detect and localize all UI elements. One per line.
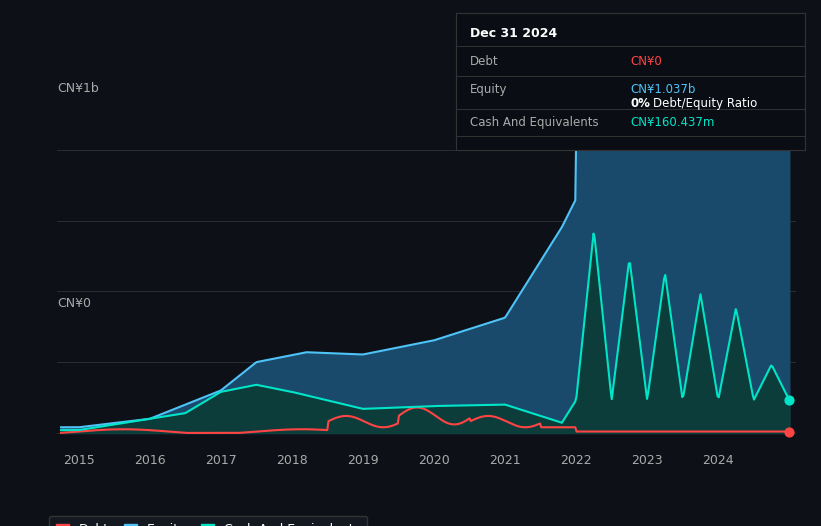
Text: CN¥160.437m: CN¥160.437m: [631, 116, 714, 129]
Text: CN¥1.037b: CN¥1.037b: [631, 83, 695, 96]
Point: [782, 396, 796, 404]
Text: Debt/Equity Ratio: Debt/Equity Ratio: [653, 97, 757, 110]
Text: Cash And Equivalents: Cash And Equivalents: [470, 116, 599, 129]
Point: [782, 98, 796, 106]
Text: CN¥1b: CN¥1b: [57, 82, 99, 95]
Text: CN¥0: CN¥0: [631, 55, 662, 67]
Text: CN¥0: CN¥0: [57, 297, 91, 310]
Legend: Debt, Equity, Cash And Equivalents: Debt, Equity, Cash And Equivalents: [49, 516, 367, 526]
Text: Dec 31 2024: Dec 31 2024: [470, 27, 557, 40]
Text: Debt: Debt: [470, 55, 498, 67]
Text: Equity: Equity: [470, 83, 507, 96]
Point: [782, 427, 796, 436]
Text: 0%: 0%: [631, 97, 650, 110]
